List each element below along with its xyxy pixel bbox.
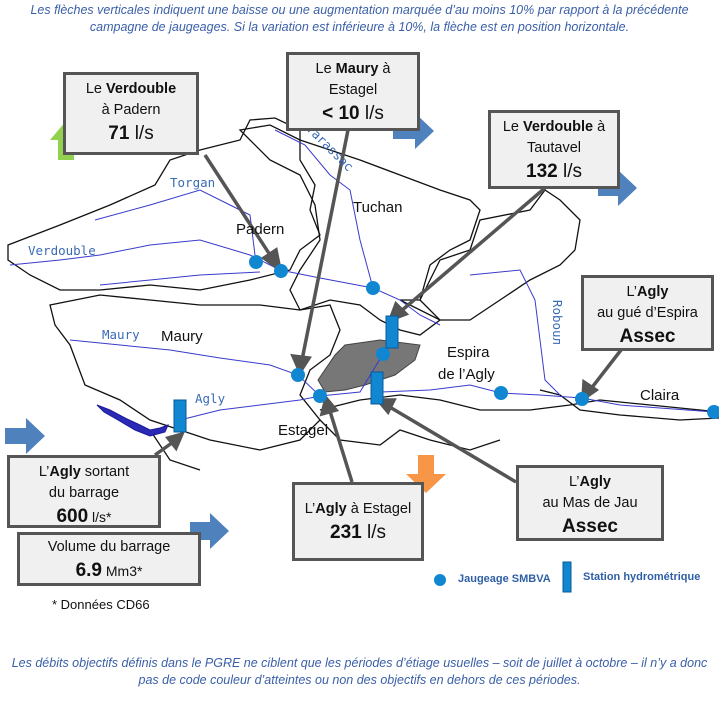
source-note: * Données CD66: [52, 597, 150, 612]
river-label: Agly: [195, 391, 226, 406]
place-label: Maury: [161, 328, 203, 345]
place-label: Estagel: [278, 422, 329, 439]
espira-basin: [399, 189, 581, 321]
river-label: Robouл: [550, 299, 566, 346]
header-note: Les flèches verticales indiquent une bai…: [30, 3, 689, 34]
station-box-agly-sortant: L’Agly sortant du barrage 600 l/s*: [7, 455, 161, 528]
footer-note: Les débits objectifs définis dans le PGR…: [11, 656, 708, 687]
station-box-agly-espira: L’Agly au gué d’Espira Assec: [581, 275, 714, 351]
river-label: Torgan: [170, 175, 216, 190]
place-label: de l’Agly: [438, 366, 495, 383]
legend-station-icon: [562, 561, 572, 593]
place-label: Tuchan: [353, 199, 403, 216]
place-label: Espira: [447, 344, 490, 361]
arrow-right-icon: [393, 113, 434, 149]
place-label: Padern: [236, 221, 285, 238]
verdouble-basin: [7, 117, 321, 291]
basin-outlines: [7, 117, 719, 471]
maury-basin: [49, 294, 341, 451]
river-label: Maury: [102, 327, 140, 342]
station-box-verdouble-tautavel: Le Verdouble à Tautavel 132 l/s: [488, 110, 620, 189]
station-box-agly-estagel: L’Agly à Estagel 231 l/s: [292, 482, 424, 561]
rivers: [9, 129, 715, 421]
river-label: Verdouble: [28, 243, 96, 258]
volume-box: Volume du barrage 6.9 Mm3*: [17, 532, 201, 586]
place-label: Claira: [640, 387, 680, 404]
station-box-maury-estagel: Le Maury à Estagel < 10 l/s: [286, 52, 420, 131]
station-box-verdouble-padern: Le Verdouble à Padern 71 l/s: [63, 72, 199, 155]
gauging-points: [249, 255, 719, 586]
lower-basin: [149, 389, 719, 471]
reservoir: [96, 404, 169, 437]
legend-dot-icon: [434, 574, 446, 586]
legend-station: Station hydrométrique: [583, 571, 701, 583]
legend-gauging: Jaugeage SMBVA: [458, 573, 551, 585]
hydrometric-stations: [173, 315, 572, 593]
urban-area: [317, 339, 421, 393]
arrow-right-icon: [5, 418, 45, 454]
station-box-agly-mas-de-jau: L’Agly au Mas de Jau Assec: [516, 465, 664, 541]
